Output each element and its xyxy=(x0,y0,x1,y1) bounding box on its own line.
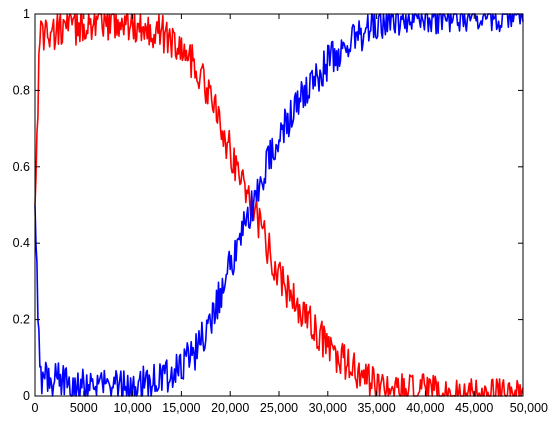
x-tick-label: 30,000 xyxy=(309,401,347,415)
y-tick-label: 0.8 xyxy=(13,83,30,97)
series-line-1 xyxy=(34,13,524,397)
x-tick-label: 50,000 xyxy=(510,401,548,415)
x-tick-label: 10,000 xyxy=(113,401,151,415)
x-tick-label: 40,000 xyxy=(406,401,444,415)
x-tick-label: 25,000 xyxy=(260,401,298,415)
y-tick-label: 0.6 xyxy=(13,160,30,174)
x-tick-label: 0 xyxy=(32,401,39,415)
x-tick-label: 45,000 xyxy=(455,401,493,415)
x-tick-label: 35,000 xyxy=(357,401,395,415)
y-tick-label: 0.2 xyxy=(13,313,30,327)
y-tick-label: 1 xyxy=(23,7,30,21)
y-axis: 0 0.2 0.4 0.6 0.8 1 xyxy=(13,7,523,403)
plot-background xyxy=(35,14,523,396)
x-tick-label: 20,000 xyxy=(211,401,249,415)
y-tick-label: 0.4 xyxy=(13,236,30,250)
x-tick-label: 15,000 xyxy=(162,401,200,415)
y-tick-label: 0 xyxy=(23,389,30,403)
x-axis: 0 5000 10,000 15,000 20,000 25,000 30,000 35,00… xyxy=(32,14,548,415)
x-tick-label: 5000 xyxy=(70,401,98,415)
